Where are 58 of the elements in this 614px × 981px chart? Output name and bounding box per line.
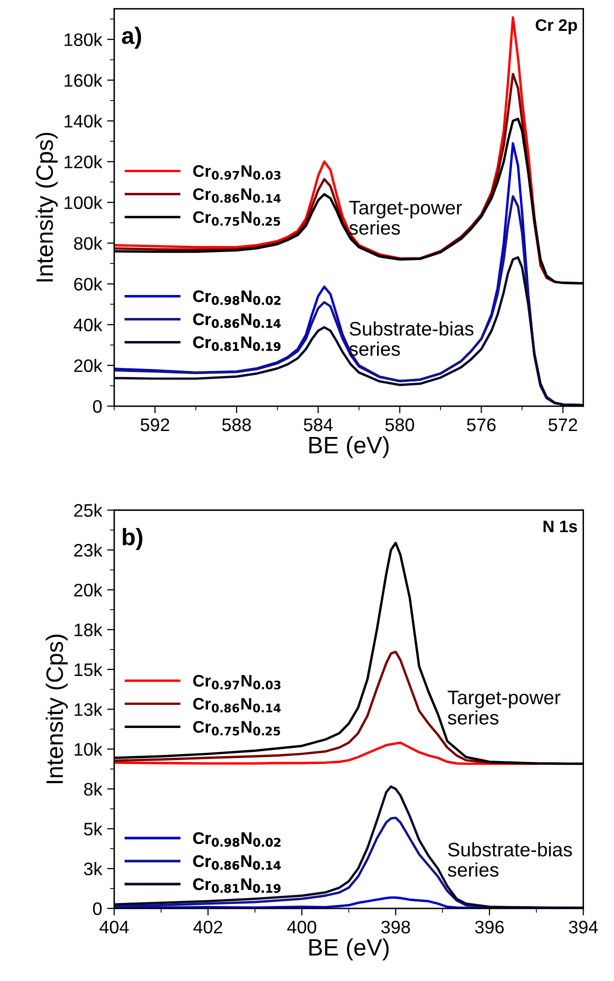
y-tick-label: 8k: [84, 782, 102, 796]
legend-label: Cr$_{0.98}$N$_{0.02}$: [193, 832, 280, 847]
legend-label: Cr$_{0.86}$N$_{0.14}$: [193, 188, 281, 203]
legend-label: Cr$_{0.75}$N$_{0.25}$: [193, 211, 280, 226]
y-tick-label: 15k: [74, 662, 102, 676]
legend-label: Cr$_{0.86}$N$_{0.14}$: [193, 698, 281, 712]
y-tick-label: 5k: [84, 822, 102, 836]
y-tick-label: 3k: [84, 862, 102, 876]
y-tick-label: 100k: [64, 196, 102, 210]
legend-label: Cr$_{0.81}$N$_{0.19}$: [193, 336, 280, 351]
x-tick-label: 398: [381, 920, 410, 934]
y-tick-label: 18k: [74, 623, 102, 636]
y-tick-label: 80k: [74, 236, 102, 250]
y-tick-label: 23k: [74, 543, 102, 557]
x-tick-label: 572: [548, 418, 578, 432]
y-tick-label: 120k: [64, 155, 102, 168]
x-tick-label: 592: [140, 418, 170, 432]
text: b): [122, 528, 142, 550]
x-tick-label: 584: [304, 418, 333, 432]
y-axis-title: Intensity (Cps): [46, 634, 68, 784]
x-tick-label: 576: [466, 418, 496, 432]
y-axis-title: Intensity (Cps): [36, 132, 58, 282]
annotation: Substrate-bias series: [349, 321, 474, 356]
legend-label: Cr$_{0.86}$N$_{0.14}$: [193, 313, 281, 328]
chart-subtitle: N 1s: [544, 520, 577, 532]
x-tick-label: 588: [222, 418, 251, 432]
text: Cr 2p: [536, 19, 577, 34]
y-tick-label: 160k: [64, 74, 102, 87]
y-tick-label: 60k: [74, 277, 102, 291]
legend-label: Cr$_{0.75}$N$_{0.25}$: [193, 720, 280, 736]
y-tick-label: 25k: [74, 504, 102, 517]
legend-label: Cr$_{0.81}$N$_{0.19}$: [193, 878, 280, 893]
annotation: Target-power series: [349, 200, 462, 235]
x-axis-title: BE (eV): [309, 436, 389, 458]
y-tick-label: 40k: [74, 318, 102, 332]
y-tick-label: 0: [93, 400, 102, 413]
y-tick-label: 0: [93, 902, 102, 916]
x-tick-label: 404: [100, 920, 129, 934]
legend-label: Cr$_{0.98}$N$_{0.02}$: [193, 290, 280, 305]
y-tick-label: 140k: [64, 114, 102, 128]
x-tick-label: 400: [287, 920, 316, 934]
y-tick-label: 180k: [64, 32, 102, 46]
x-axis-title: BE (eV): [309, 938, 389, 960]
y-tick-label: 10k: [74, 742, 102, 756]
x-tick-label: 394: [568, 920, 598, 934]
text: a): [122, 26, 142, 49]
legend-label: Cr$_{0.97}$N$_{0.03}$: [193, 674, 281, 690]
legend-label: Cr$_{0.97}$N$_{0.03}$: [193, 165, 281, 180]
y-tick-label: 20k: [74, 583, 102, 596]
legend-label: Cr$_{0.86}$N$_{0.14}$: [193, 855, 281, 870]
annotation: Substrate-bias series: [448, 842, 572, 877]
line-series: [114, 742, 538, 765]
x-tick-label: 402: [193, 920, 222, 934]
annotation: Target-power series: [448, 690, 560, 725]
x-tick-label: 396: [475, 920, 504, 934]
x-tick-label: 580: [385, 418, 414, 432]
y-tick-label: 20k: [74, 358, 102, 372]
y-tick-label: 13k: [74, 702, 102, 716]
